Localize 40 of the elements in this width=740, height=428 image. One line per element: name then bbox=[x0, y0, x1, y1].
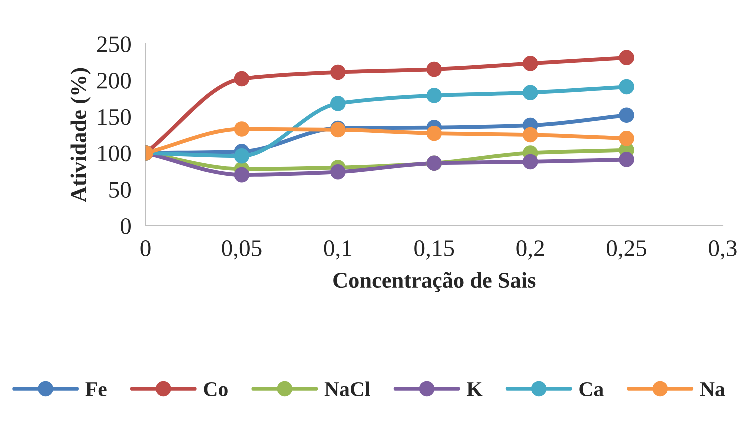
point bbox=[522, 154, 538, 170]
point bbox=[426, 62, 442, 78]
x-tick-label: 0,05 bbox=[222, 240, 262, 260]
x-tick-label: 0,2 bbox=[516, 240, 544, 260]
y-tick-label: 250 bbox=[98, 36, 131, 53]
point bbox=[522, 56, 538, 72]
point bbox=[522, 127, 538, 143]
legend-label: Fe bbox=[86, 382, 107, 396]
point bbox=[426, 88, 442, 104]
y-tick-label: 100 bbox=[98, 146, 131, 162]
point bbox=[619, 131, 634, 146]
point bbox=[619, 50, 634, 66]
point bbox=[330, 64, 346, 80]
legend-label: NaCl bbox=[324, 382, 370, 396]
point bbox=[619, 79, 634, 95]
legend-label: K bbox=[466, 382, 483, 396]
x-axis-title: Concentração de Sais bbox=[334, 272, 536, 292]
legend-label: Ca bbox=[580, 382, 604, 396]
point bbox=[619, 152, 634, 168]
x-tick-label: 0,3 bbox=[709, 240, 737, 260]
y-tick-label: 200 bbox=[98, 72, 131, 89]
point bbox=[426, 126, 442, 142]
x-tick-label: 0,1 bbox=[324, 240, 352, 260]
y-tick-label: 150 bbox=[98, 109, 131, 126]
point bbox=[330, 96, 346, 112]
point bbox=[522, 85, 538, 100]
x-tick-label: 0 bbox=[140, 240, 151, 256]
point bbox=[619, 108, 634, 124]
point bbox=[330, 164, 346, 180]
legend-label: Na bbox=[700, 382, 726, 396]
y-tick-label: 0 bbox=[120, 218, 131, 234]
y-axis-title: Atividade (%) bbox=[70, 68, 91, 202]
x-tick-label: 0,25 bbox=[607, 240, 647, 260]
legend-label: Co bbox=[204, 382, 228, 396]
point bbox=[234, 71, 250, 87]
point bbox=[234, 148, 250, 164]
y-tick-label: 50 bbox=[110, 182, 131, 198]
x-tick-label: 0,15 bbox=[414, 240, 454, 260]
point bbox=[234, 167, 250, 183]
point bbox=[234, 122, 250, 137]
